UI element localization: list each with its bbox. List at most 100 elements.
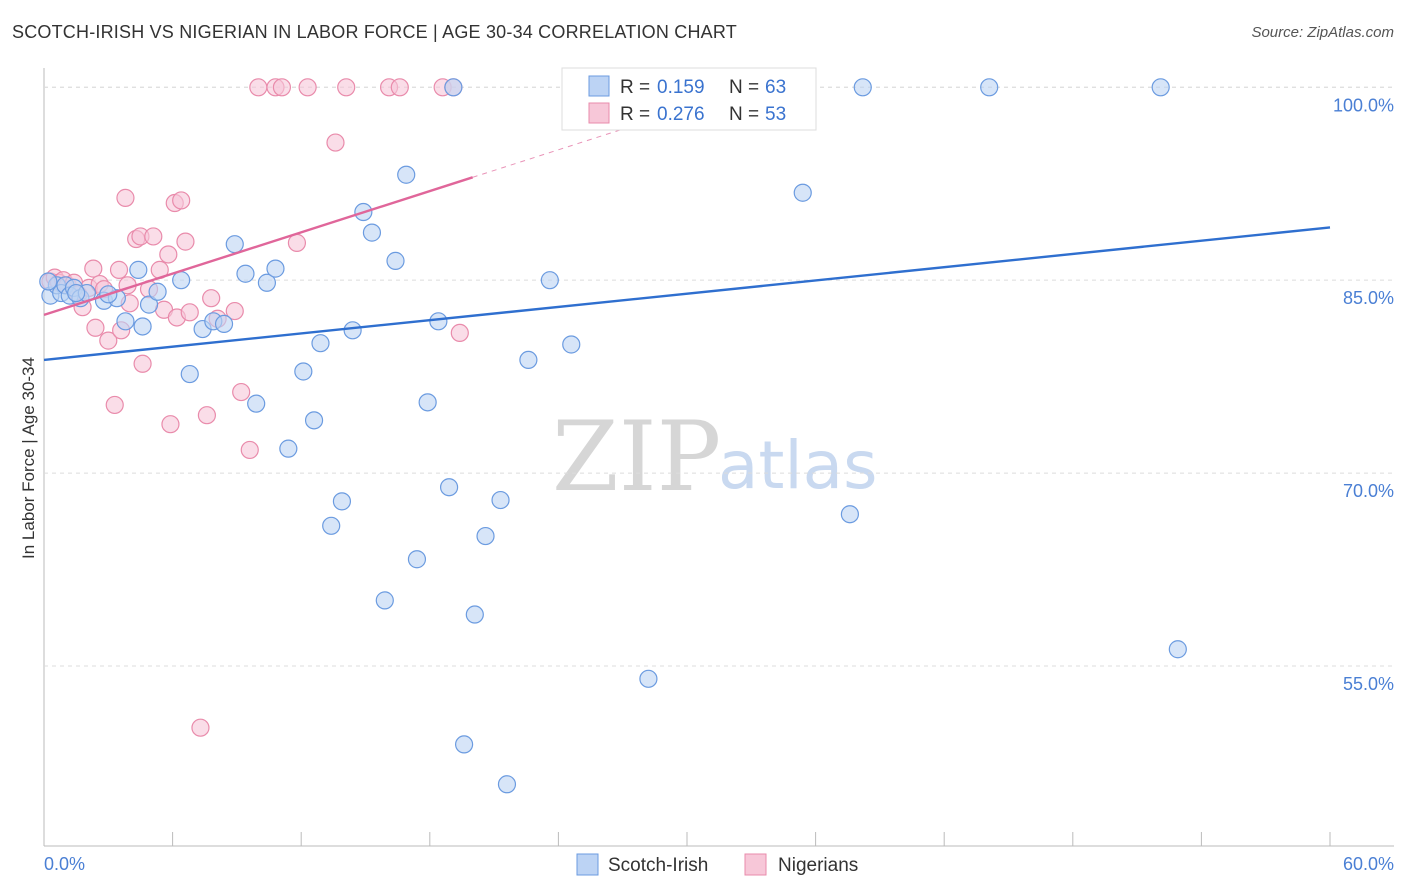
scotch-irish-point-59 bbox=[1168, 640, 1187, 659]
scotch-irish-point-14 bbox=[148, 282, 167, 301]
scotch-irish-point-33 bbox=[362, 223, 382, 242]
nigerians-point-17 bbox=[116, 188, 135, 207]
nigerians-point-52 bbox=[450, 323, 469, 343]
scotch-irish-point-43 bbox=[465, 605, 484, 624]
scotch-irish-point-24 bbox=[266, 259, 285, 278]
bottom-legend: Scotch-Irish Nigerians bbox=[576, 853, 858, 876]
scotch-irish-point-21 bbox=[236, 264, 255, 283]
scotch-irish-point-49 bbox=[562, 335, 581, 354]
scotch-irish-point-39 bbox=[429, 312, 448, 331]
y-axis-title: In Labor Force | Age 30-34 bbox=[19, 357, 38, 559]
nigerians-point-49 bbox=[390, 78, 409, 97]
bottom-legend-label-scotch-irish: Scotch-Irish bbox=[608, 855, 708, 876]
scotch-irish-point-12 bbox=[133, 317, 152, 336]
scotch-irish-point-55 bbox=[840, 505, 859, 524]
scotch-irish-point-41 bbox=[444, 78, 463, 97]
scotch-irish-point-29 bbox=[322, 516, 341, 535]
nigerians-point-15 bbox=[109, 260, 129, 279]
scotch-irish-point-61 bbox=[67, 283, 86, 303]
scotch-irish-point-42 bbox=[454, 735, 474, 754]
trend-lines bbox=[43, 121, 1331, 362]
nigerians-point-47 bbox=[337, 78, 356, 97]
y-tick-label-0: 100.0% bbox=[1333, 95, 1394, 115]
y-tick-label-3: 55.0% bbox=[1343, 674, 1394, 694]
nigerians-point-43 bbox=[272, 78, 292, 97]
nigerians-point-14 bbox=[105, 395, 124, 415]
bottom-legend-label-nigerians: Nigerians bbox=[778, 855, 858, 876]
nigerians-point-13 bbox=[99, 331, 118, 350]
scotch-irish-point-44 bbox=[476, 526, 495, 546]
scotch-irish-trend-line bbox=[43, 226, 1331, 362]
scotch-irish-point-34 bbox=[375, 591, 394, 610]
nigerians-point-46 bbox=[326, 133, 345, 152]
chart-title: SCOTCH-IRISH VS NIGERIAN IN LABOR FORCE … bbox=[12, 22, 737, 42]
legend-r-value-nigerians: 0.276 bbox=[657, 104, 705, 125]
legend-r-label-nigerians: R = bbox=[620, 104, 650, 125]
y-tick-label-2: 70.0% bbox=[1343, 481, 1394, 501]
series-scotch-irish bbox=[39, 78, 1187, 794]
nigerians-point-35 bbox=[197, 406, 216, 425]
scotch-irish-point-25 bbox=[279, 439, 298, 458]
scotch-irish-point-23 bbox=[257, 273, 277, 292]
nigerians-point-24 bbox=[144, 227, 163, 246]
x-tick-label-max: 60.0% bbox=[1343, 854, 1394, 874]
scotch-irish-point-20 bbox=[225, 235, 244, 254]
watermark-atlas: atlas bbox=[718, 427, 878, 504]
scotch-irish-point-35 bbox=[386, 251, 405, 270]
x-axis-ticks bbox=[43, 832, 1331, 846]
scotch-irish-point-15 bbox=[172, 271, 191, 290]
scotch-irish-point-45 bbox=[491, 490, 510, 510]
nigerians-point-32 bbox=[176, 232, 195, 251]
scotch-irish-point-10 bbox=[116, 312, 135, 331]
legend-swatch-nigerians bbox=[588, 102, 610, 124]
x-tick-label-min: 0.0% bbox=[44, 854, 85, 874]
legend-swatch-scotch-irish bbox=[588, 75, 610, 97]
nigerians-point-31 bbox=[172, 191, 191, 210]
nigerians-trend-line bbox=[43, 176, 474, 317]
y-tick-label-1: 85.0% bbox=[1343, 288, 1394, 308]
scotch-irish-point-13 bbox=[139, 295, 159, 314]
scotch-irish-point-40 bbox=[439, 478, 459, 497]
nigerians-point-41 bbox=[249, 78, 268, 97]
scotch-irish-point-26 bbox=[294, 362, 313, 381]
nigerians-trend-extension bbox=[472, 121, 645, 178]
scotch-irish-point-30 bbox=[332, 492, 352, 511]
scotch-irish-point-19 bbox=[214, 314, 234, 334]
nigerians-point-38 bbox=[225, 301, 244, 321]
nigerians-point-40 bbox=[240, 440, 259, 460]
nigerians-point-27 bbox=[159, 245, 178, 264]
legend-box: R = 0.159 N = 63 R = 0.276 N = 53 bbox=[561, 67, 817, 131]
scotch-irish-point-54 bbox=[793, 183, 812, 202]
nigerians-point-28 bbox=[161, 415, 180, 434]
nigerians-point-36 bbox=[202, 289, 221, 308]
legend-n-label-scotch-irish: N = bbox=[729, 77, 759, 98]
scotch-irish-point-46 bbox=[497, 775, 517, 794]
gridlines bbox=[44, 86, 1394, 667]
scotch-irish-point-16 bbox=[180, 364, 199, 384]
scotch-irish-point-56 bbox=[853, 78, 872, 97]
scotch-irish-point-11 bbox=[129, 260, 148, 279]
legend-n-value-nigerians: 53 bbox=[765, 104, 786, 125]
y-axis-labels: 100.0% 85.0% 70.0% 55.0% bbox=[1333, 95, 1394, 694]
scotch-irish-point-22 bbox=[247, 394, 266, 413]
scotch-irish-point-38 bbox=[418, 393, 437, 412]
nigerians-point-9 bbox=[84, 259, 103, 278]
nigerians-point-45 bbox=[298, 78, 317, 97]
scotch-irish-point-48 bbox=[540, 271, 559, 290]
legend-r-value-scotch-irish: 0.159 bbox=[657, 77, 705, 98]
source-credit: Source: ZipAtlas.com bbox=[1251, 24, 1394, 41]
watermark-zip: ZIP bbox=[552, 401, 721, 513]
legend-r-label-scotch-irish: R = bbox=[620, 77, 650, 98]
scotch-irish-point-37 bbox=[407, 550, 427, 569]
nigerians-point-39 bbox=[232, 382, 251, 402]
nigerians-point-44 bbox=[287, 233, 307, 252]
scotch-irish-point-27 bbox=[304, 411, 324, 430]
scotch-irish-point-60 bbox=[39, 272, 58, 291]
scotch-irish-point-36 bbox=[397, 165, 416, 184]
legend-n-value-scotch-irish: 63 bbox=[765, 77, 786, 98]
bottom-legend-swatch-scotch-irish bbox=[576, 853, 599, 876]
nigerians-point-10 bbox=[86, 318, 105, 337]
legend-n-label-nigerians: N = bbox=[729, 104, 759, 125]
scotch-irish-point-58 bbox=[1151, 78, 1170, 97]
